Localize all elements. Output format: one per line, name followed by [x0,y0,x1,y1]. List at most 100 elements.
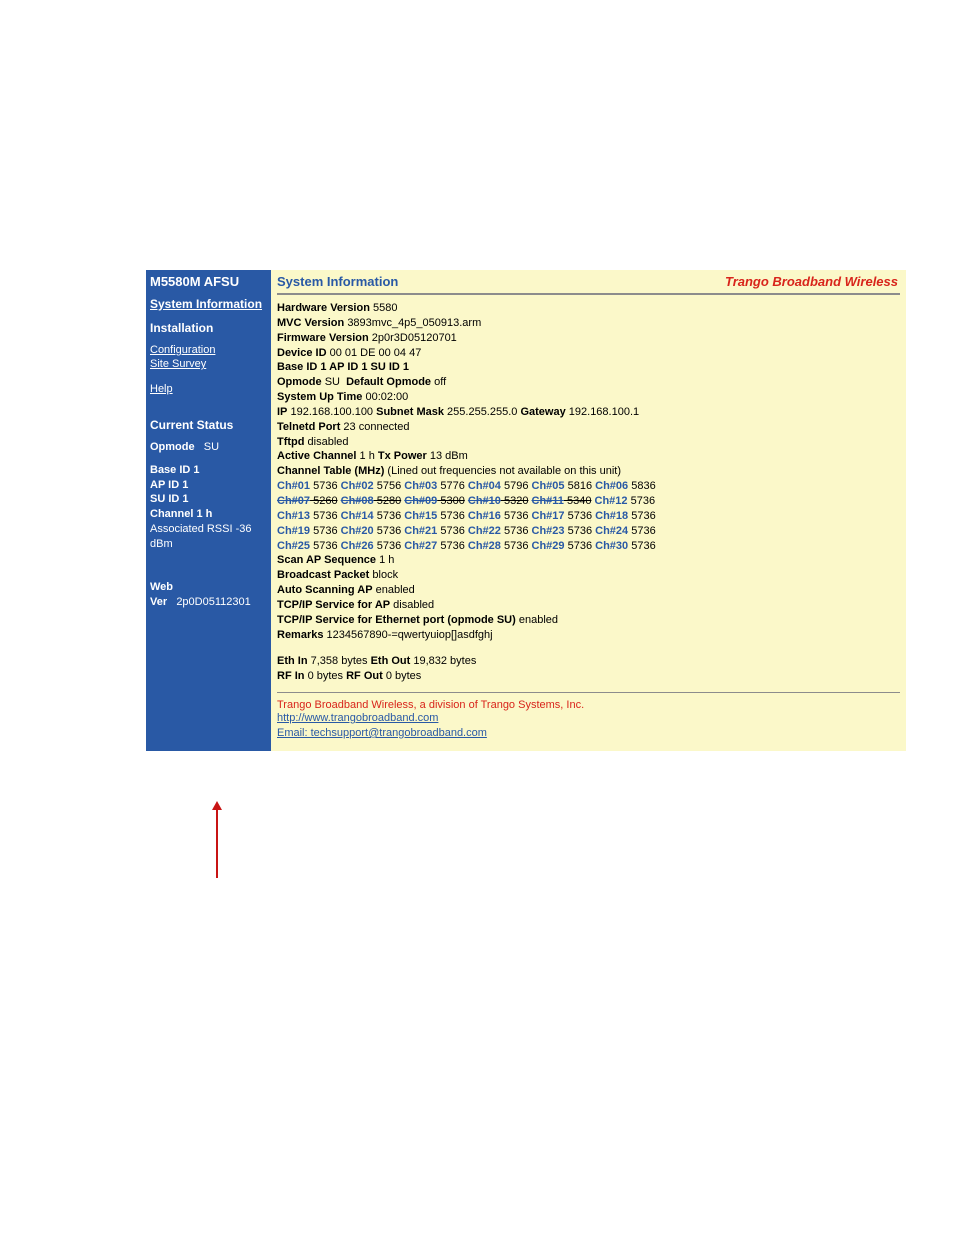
channel-value: 5736 [437,540,465,552]
status-opmode-value: SU [204,441,219,453]
channel-value: 5736 [501,510,529,522]
uptime-line: System Up Time 00:02:00 [277,390,900,405]
sidebar: M5580M AFSU System Information Installat… [146,270,271,751]
nav-site-survey[interactable]: Site Survey [150,357,267,371]
channel-value: 5736 [374,525,402,537]
channel-value: 5736 [501,525,529,537]
channel-row: Ch#01 5736 Ch#02 5756 Ch#03 5776 Ch#04 5… [277,479,900,494]
broadcast-packet-line: Broadcast Packet block [277,568,900,583]
channel-label: Ch#30 [595,540,628,552]
nav-configuration[interactable]: Configuration [150,343,267,357]
brand-name: Trango Broadband Wireless [725,274,898,289]
remarks-line: Remarks 1234567890-=qwertyuiop[]asdfghj [277,628,900,643]
footer-website-link[interactable]: http://www.trangobroadband.com [277,711,900,726]
channel-value: 5736 [437,525,465,537]
tftpd-line: Tftpd disabled [277,435,900,450]
channel-label: Ch#15 [404,510,437,522]
channel-label: Ch#03 [404,480,437,492]
channel-value: 5736 [374,540,402,552]
channel-value: 5736 [310,525,338,537]
scan-ap-line: Scan AP Sequence 1 h [277,553,900,568]
main-panel: System Information Trango Broadband Wire… [271,270,906,751]
channel-label: Ch#27 [404,540,437,552]
channel-label: Ch#25 [277,540,310,552]
channel-value: 5280 [374,495,402,507]
channel-value: 5260 [310,495,338,507]
channel-label: Ch#28 [468,540,501,552]
channel-row: Ch#13 5736 Ch#14 5736 Ch#15 5736 Ch#16 5… [277,509,900,524]
channel-value: 5736 [565,525,593,537]
channel-value: 5736 [310,540,338,552]
ids-line: Base ID 1 AP ID 1 SU ID 1 [277,360,900,375]
channel-label: Ch#21 [404,525,437,537]
hw-version: Hardware Version 5580 [277,301,900,316]
channel-label: Ch#17 [532,510,565,522]
channel-value: 5320 [501,495,529,507]
rf-stats-line: RF In 0 bytes RF Out 0 bytes [277,669,900,684]
channel-value: 5736 [374,510,402,522]
channel-label: Ch#19 [277,525,310,537]
tcpip-eth-line: TCP/IP Service for Ethernet port (opmode… [277,613,900,628]
app-window: M5580M AFSU System Information Installat… [146,270,906,751]
nav-help[interactable]: Help [150,382,267,396]
channel-label: Ch#07 [277,495,310,507]
ip-line: IP 192.168.100.100 Subnet Mask 255.255.2… [277,405,900,420]
mvc-version: MVC Version 3893mvc_4p5_050913.arm [277,316,900,331]
channel-label: Ch#08 [341,495,374,507]
status-associated-rssi: Associated RSSI -36 dBm [150,522,267,552]
channel-table-heading: Channel Table (MHz) (Lined out frequenci… [277,464,900,479]
status-base-id: Base ID 1 [150,463,267,478]
firmware-version: Firmware Version 2p0r3D05120701 [277,331,900,346]
channel-value: 5796 [501,480,529,492]
status-opmode-label: Opmode [150,441,195,453]
channel-value: 5776 [437,480,465,492]
status-channel: Channel 1 h [150,507,267,522]
footer-divider [277,692,900,693]
channel-value: 5736 [310,510,338,522]
nav-installation-heading: Installation [150,321,267,335]
channel-value: 5756 [374,480,402,492]
channel-value: 5736 [628,540,656,552]
channel-label: Ch#16 [468,510,501,522]
channel-label: Ch#02 [341,480,374,492]
channel-label: Ch#13 [277,510,310,522]
page: M5580M AFSU System Information Installat… [0,0,954,1235]
status-web-ver-value: 2p0D05112301 [176,596,250,608]
channel-label: Ch#06 [595,480,628,492]
channel-label: Ch#14 [341,510,374,522]
channel-label: Ch#22 [468,525,501,537]
channel-value: 5736 [310,480,338,492]
channel-value: 5736 [628,525,656,537]
channel-value: 5340 [564,495,592,507]
opmode-line: Opmode SU Default Opmode off [277,375,900,390]
channel-value: 5736 [437,510,465,522]
nav-system-information[interactable]: System Information [150,297,267,311]
channel-row: Ch#25 5736 Ch#26 5736 Ch#27 5736 Ch#28 5… [277,539,900,554]
telnetd-line: Telnetd Port 23 connected [277,420,900,435]
channel-label: Ch#20 [341,525,374,537]
device-id: Device ID 00 01 DE 00 04 47 [277,346,900,361]
active-channel-line: Active Channel 1 h Tx Power 13 dBm [277,449,900,464]
channel-value: 5816 [565,480,593,492]
channel-label: Ch#05 [532,480,565,492]
channel-value: 5736 [628,495,656,507]
channel-value: 5300 [437,495,465,507]
channel-value: 5736 [628,510,656,522]
eth-stats-line: Eth In 7,358 bytes Eth Out 19,832 bytes [277,654,900,669]
footer-company: Trango Broadband Wireless, a division of… [277,699,900,711]
channel-label: Ch#01 [277,480,310,492]
status-web-ver-label: Web Ver [150,581,173,608]
channel-label: Ch#23 [532,525,565,537]
auto-scanning-line: Auto Scanning AP enabled [277,583,900,598]
status-ap-id: AP ID 1 [150,478,267,493]
channel-label: Ch#29 [532,540,565,552]
channel-label: Ch#04 [468,480,501,492]
channel-row: Ch#07 5260 Ch#08 5280 Ch#09 5300 Ch#10 5… [277,494,900,509]
footer-email-link[interactable]: Email: techsupport@trangobroadband.com [277,726,900,741]
channel-label: Ch#24 [595,525,628,537]
channel-row: Ch#19 5736 Ch#20 5736 Ch#21 5736 Ch#22 5… [277,524,900,539]
channel-label: Ch#09 [404,495,437,507]
channel-value: 5736 [501,540,529,552]
status-su-id: SU ID 1 [150,492,267,507]
annotation-arrow-icon [216,808,218,878]
